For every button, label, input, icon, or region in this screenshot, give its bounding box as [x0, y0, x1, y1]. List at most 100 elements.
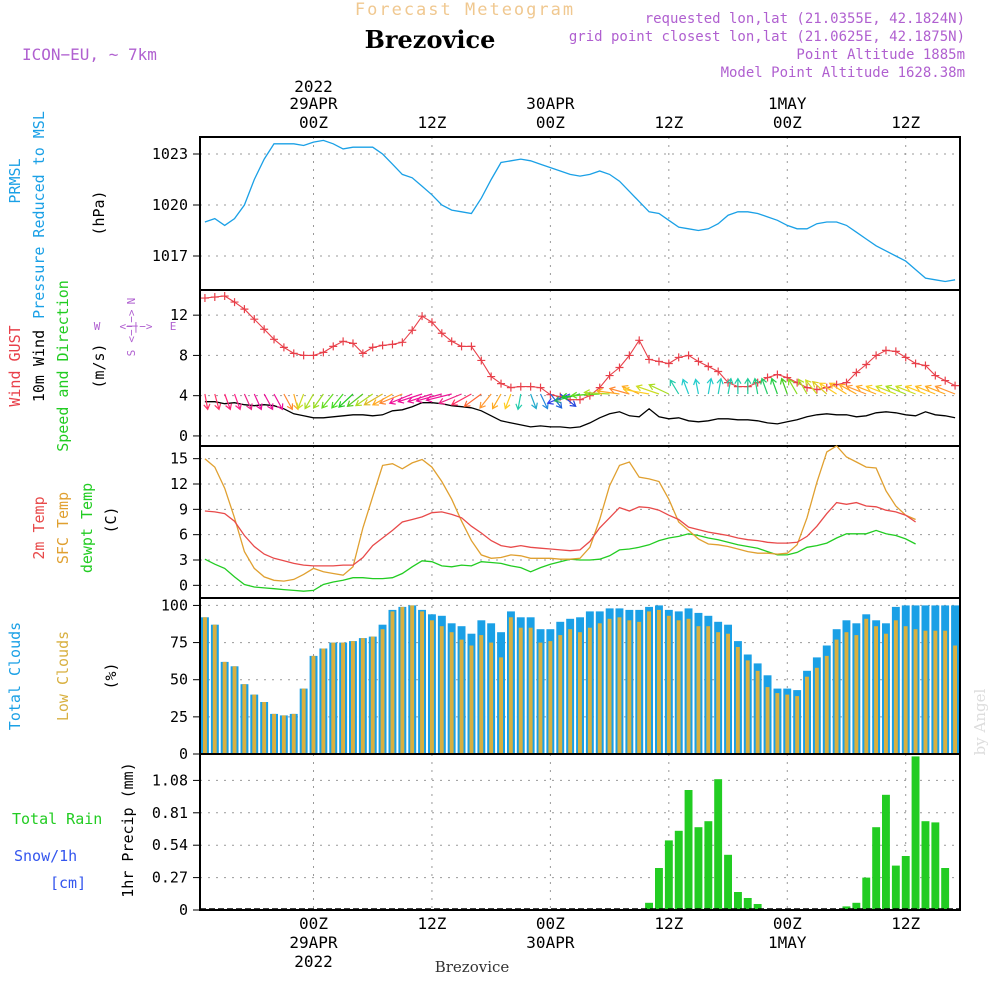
low-cloud-bar [864, 618, 869, 754]
low-cloud-bar [657, 609, 661, 754]
low-cloud-bar [903, 626, 908, 754]
pressure-title-line1: PRMSL [6, 158, 24, 203]
rain-bar [862, 877, 871, 910]
gust-marker [911, 359, 920, 368]
compass-south: S [125, 350, 138, 357]
wind-arrow [203, 393, 211, 411]
compass-north: N [125, 298, 138, 305]
y-tick-label: 6 [179, 526, 188, 544]
y-tick-label: 0 [179, 427, 188, 445]
low-cloud-bar [706, 626, 711, 754]
panel-frame [199, 289, 961, 447]
y-tick-label: 4 [179, 387, 188, 405]
wind-arrow [425, 393, 452, 403]
wind-arrow [828, 382, 847, 395]
wind-gust-title: Wind GUST [6, 325, 24, 406]
watermark: by Angel [971, 688, 989, 755]
gust-marker [319, 348, 328, 357]
y-tick-label: 50 [170, 671, 188, 689]
panel-frame [199, 753, 961, 911]
gust-marker [941, 376, 950, 385]
low-cloud-bar [578, 632, 582, 754]
gust-marker [447, 337, 456, 346]
clouds-unit: (%) [102, 662, 120, 689]
wind-arrow [263, 393, 274, 411]
bottom-hour-label: 00Z [299, 914, 328, 933]
gust-marker [536, 383, 545, 392]
y-tick-label: 0 [179, 901, 188, 919]
gust-marker [200, 294, 209, 303]
gust-marker [803, 383, 812, 392]
footer-location: Brezovice [435, 958, 510, 976]
low-cloud-bar [499, 657, 503, 754]
gust-marker [694, 357, 703, 366]
low-cloud-bar [666, 615, 671, 754]
low-cloud-bar [430, 620, 434, 754]
compass-west: W [94, 320, 101, 333]
wind-arrow [515, 393, 523, 411]
low-cloud-bar [449, 632, 454, 754]
gust-marker [901, 353, 910, 362]
low-cloud-bar [587, 627, 592, 754]
gust-marker [230, 298, 239, 307]
gust-marker [773, 370, 782, 379]
gust-marker [220, 292, 229, 301]
low-cloud-bar [627, 620, 632, 754]
wind-arrow [914, 384, 936, 395]
wind-arrow [273, 393, 284, 411]
y-tick-label: 0.27 [152, 869, 188, 887]
gust-marker [378, 341, 387, 350]
low-cloud-bar [637, 621, 642, 754]
gust-marker [427, 318, 436, 327]
precip-unit: 1hr Precip (mm) [119, 762, 137, 897]
y-tick-label: 8 [179, 346, 188, 364]
panels: 1017 1020 1023 PRMSL Pressure Reduced to MSL… [6, 111, 961, 919]
gust-marker [467, 342, 476, 351]
top-hour-label: 00Z [536, 113, 565, 132]
rain-bar [901, 856, 910, 910]
gust-marker [457, 342, 466, 351]
gust-marker [250, 315, 259, 324]
rain-bar [753, 904, 762, 910]
bottom-hour-label: 12Z [891, 914, 920, 933]
pressure-line [204, 139, 956, 283]
low-cloud-bar [262, 702, 267, 754]
gust-marker [477, 356, 486, 365]
wind-arrow [363, 393, 383, 406]
gust-marker [891, 347, 900, 356]
gust-marker [339, 337, 348, 346]
wind-arrow [681, 378, 690, 395]
rain-bar [704, 821, 713, 910]
wind-arrow [354, 393, 374, 407]
gust-marker [487, 372, 496, 381]
low-cloud-bar [420, 611, 424, 754]
compass-east: E [170, 320, 177, 333]
gust-marker [645, 355, 654, 364]
low-cloud-bar [370, 636, 375, 754]
low-cloud-bar [291, 713, 296, 754]
low-cloud-bar [360, 638, 365, 754]
low-cloud-bar [775, 693, 780, 754]
low-cloud-bar [568, 629, 573, 754]
low-cloud-bar [607, 618, 612, 754]
temp2m-line [204, 501, 916, 567]
gust-marker [625, 351, 634, 360]
gust-marker [329, 342, 338, 351]
gust-marker [299, 351, 308, 360]
wind-arrow [570, 391, 600, 399]
wind-arrow [726, 377, 734, 395]
low-cloud-bar [943, 630, 948, 754]
gust-marker [210, 293, 219, 302]
wind-arrow [595, 388, 620, 396]
sfc-temp-line [204, 445, 916, 582]
wind-arrow [770, 377, 778, 395]
wind-arrow [338, 393, 354, 408]
pressure-title-line2: Pressure Reduced to MSL [30, 111, 48, 319]
gust-marker [921, 361, 930, 370]
wind-arrow [924, 384, 946, 395]
gust-marker [497, 379, 506, 388]
wind-arrow [752, 377, 760, 395]
rain-bar [684, 790, 693, 910]
